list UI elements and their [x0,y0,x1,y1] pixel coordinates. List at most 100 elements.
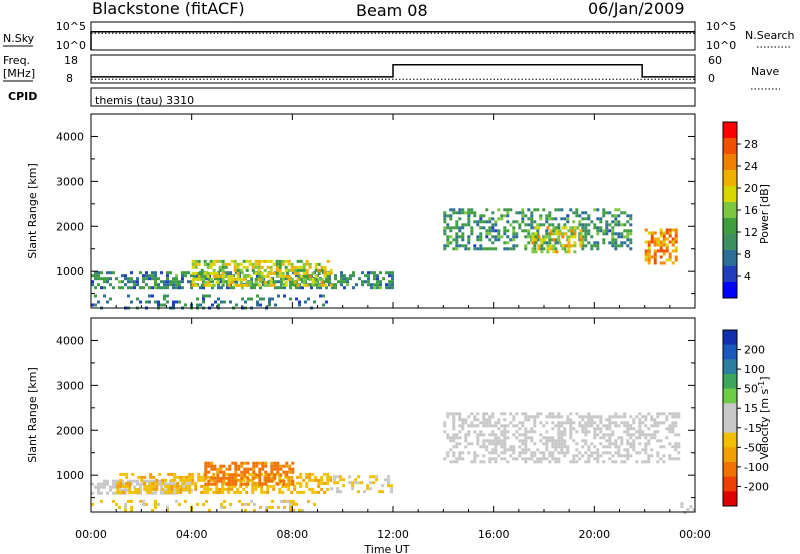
velocity-cell [142,499,145,503]
velocity-cell [491,451,495,455]
power-cell [534,226,538,230]
power-cell [145,271,148,275]
power-cell [614,214,618,218]
velocity-cell [488,451,492,455]
velocity-cell [635,430,639,434]
power-cell [160,303,163,307]
velocity-cell [164,484,168,488]
velocity-cell [273,464,277,468]
power-cell [614,238,618,242]
velocity-cell [494,445,498,449]
velocity-cell [223,505,226,509]
velocity-cell [218,487,222,491]
power-cell [461,238,465,242]
velocity-cell [146,490,150,494]
power-cell [343,286,346,290]
velocity-cell [563,439,567,443]
velocity-cell [124,488,127,492]
power-cell [443,220,447,224]
power-cell [614,241,618,245]
velocity-cell [290,490,294,494]
power-cell [548,217,552,221]
power-cell [644,228,648,232]
power-cell [596,217,600,221]
power-cell [281,274,285,278]
power-cell [112,271,115,275]
power-cell [148,294,151,298]
velocity-cell [536,412,540,416]
power-cell [579,229,583,233]
power-cell [531,247,535,251]
power-cell [242,274,246,278]
velocity-cell [476,433,480,437]
velocity-cell [250,499,253,503]
velocity-cell [548,451,552,455]
velocity-cell [479,460,483,464]
velocity-cell [119,472,123,476]
power-cell [211,303,214,307]
velocity-cell [566,418,570,422]
velocity-cell [172,488,175,492]
velocity-cell [216,479,220,483]
power-cell [248,274,252,278]
velocity-cell [524,412,528,416]
velocity-cell [127,479,130,483]
velocity-cell [261,467,265,471]
power-cell [367,277,370,281]
power-cell [319,286,322,290]
power-cell [197,274,201,278]
velocity-cell [124,508,127,512]
velocity-cell [305,484,309,488]
freq-series-line [91,64,695,78]
power-cell [552,226,556,230]
velocity-cell [626,451,630,455]
velocity-cell [671,424,675,428]
time-tick-label: 04:00 [176,528,208,541]
power-cell [461,244,465,248]
velocity-cell [172,491,175,495]
power-cell [458,217,462,221]
velocity-cell [560,415,564,419]
velocity-cell [210,482,214,486]
power-cell [236,274,240,278]
power-cell [208,277,211,281]
velocity-cell [208,508,211,512]
velocity-cell [491,424,495,428]
velocity-cell [106,482,109,486]
velocity-cell [500,442,504,446]
velocity-colorbar-tick-label: 50 [744,383,758,396]
power-cell [322,294,325,298]
velocity-cell [593,436,597,440]
velocity-cell [569,427,573,431]
power-cell [245,274,249,278]
velocity-cell [157,479,160,483]
velocity-cell [143,487,147,491]
power-cell [254,277,258,281]
power-cell [217,277,220,281]
velocity-cell [351,481,355,485]
velocity-cell [157,502,160,506]
velocity-cell [455,442,459,446]
power-cell [443,211,447,215]
velocity-cell [650,436,654,440]
velocity-cell [647,412,651,416]
velocity-cell [261,464,265,468]
power-cell [455,211,459,215]
power-cell [328,283,331,287]
power-cell [485,235,489,239]
power-cell [289,297,292,301]
velocity-cell [593,430,597,434]
velocity-cell [470,421,474,425]
velocity-colorbar-swatch [723,330,737,345]
power-cell [534,238,538,242]
velocity-cell [247,502,250,506]
power-cell [352,271,355,275]
velocity-cell [173,484,177,488]
velocity-cell [590,421,594,425]
velocity-cell [236,478,240,482]
velocity-cell [455,433,459,437]
power-cell [191,277,195,281]
power-cell [620,244,624,248]
velocity-cell [566,445,570,449]
velocity-cell [644,442,648,446]
